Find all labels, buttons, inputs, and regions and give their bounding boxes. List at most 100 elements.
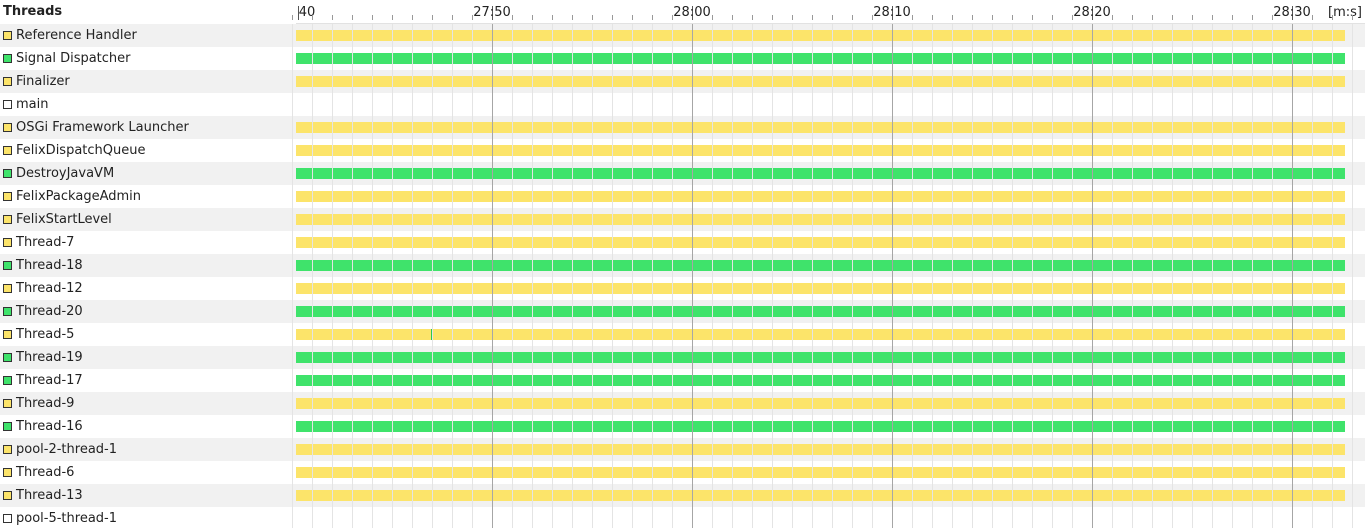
thread-state-bar[interactable] [296,467,1345,478]
thread-row[interactable]: Thread-16 [0,415,1365,438]
thread-row[interactable]: FelixPackageAdmin [0,185,1365,208]
thread-label[interactable]: Finalizer [0,70,296,93]
minor-grid-line [712,24,713,528]
axis-tick-label: 28:10 [873,5,911,20]
thread-label[interactable]: Thread-9 [0,392,296,415]
thread-label[interactable]: Signal Dispatcher [0,47,296,70]
threads-column-header[interactable]: Threads [3,4,63,19]
thread-row[interactable]: Thread-19 [0,346,1365,369]
thread-name: Thread-19 [16,350,83,365]
thread-row[interactable]: pool-5-thread-1 [0,507,1365,528]
thread-state-bar[interactable] [296,283,1345,294]
thread-state-bar[interactable] [296,375,1345,386]
thread-row[interactable]: Signal Dispatcher [0,47,1365,70]
major-grid-line [1092,24,1093,528]
thread-label[interactable]: Thread-6 [0,461,296,484]
thread-state-bar[interactable] [296,168,1345,179]
thread-state-bar[interactable] [296,214,1345,225]
thread-row[interactable]: Thread-13 [0,484,1365,507]
thread-state-icon [3,54,12,63]
thread-state-bar[interactable] [296,145,1345,156]
thread-state-bar[interactable] [296,398,1345,409]
thread-state-bar[interactable] [296,444,1345,455]
axis-tick [892,6,893,20]
thread-label[interactable]: Thread-18 [0,254,296,277]
thread-state-bar[interactable] [296,306,1345,317]
thread-label[interactable]: Reference Handler [0,24,296,47]
thread-state-bar[interactable] [296,53,1345,64]
thread-label[interactable]: Thread-7 [0,231,296,254]
thread-state-bar[interactable] [296,122,1345,133]
thread-state-bar[interactable] [296,30,1345,41]
thread-label[interactable]: Thread-17 [0,369,296,392]
minor-grid-line [652,24,653,528]
minor-grid-line [832,24,833,528]
timeline-area[interactable]: 40 [m:s] 27:50 28:00 28:10 28:20 28:30 [292,0,1365,528]
thread-label[interactable]: pool-2-thread-1 [0,438,296,461]
thread-label[interactable]: Thread-16 [0,415,296,438]
thread-row[interactable]: Thread-18 [0,254,1365,277]
thread-row[interactable]: Thread-17 [0,369,1365,392]
thread-label[interactable]: pool-5-thread-1 [0,507,296,528]
thread-row[interactable]: main [0,93,1365,116]
thread-state-icon [3,284,12,293]
thread-state-bar[interactable] [296,352,1345,363]
thread-label[interactable]: Thread-12 [0,277,296,300]
thread-row[interactable]: DestroyJavaVM [0,162,1365,185]
thread-row[interactable]: Thread-7 [0,231,1365,254]
thread-label[interactable]: Thread-19 [0,346,296,369]
thread-name: OSGi Framework Launcher [16,120,189,135]
thread-state-bar[interactable] [296,191,1345,202]
thread-state-icon [3,514,12,523]
minor-grid-line [1232,24,1233,528]
minor-grid-line [992,24,993,528]
thread-state-icon [3,77,12,86]
thread-state-bar[interactable] [296,329,1345,340]
minor-grid-line [732,24,733,528]
thread-label[interactable]: main [0,93,296,116]
thread-name: Thread-12 [16,281,83,296]
thread-row[interactable]: Thread-9 [0,392,1365,415]
thread-row[interactable]: FelixStartLevel [0,208,1365,231]
thread-row[interactable]: pool-2-thread-1 [0,438,1365,461]
thread-label[interactable]: FelixPackageAdmin [0,185,296,208]
minor-grid-line [972,24,973,528]
minor-grid-line [752,24,753,528]
thread-row[interactable]: Thread-20 [0,300,1365,323]
axis-tick [1232,15,1233,20]
thread-name: Reference Handler [16,28,137,43]
axis-tick [392,15,393,20]
axis-tick [298,6,299,20]
minor-grid-line [1032,24,1033,528]
thread-name: FelixPackageAdmin [16,189,141,204]
thread-row[interactable]: Thread-6 [0,461,1365,484]
thread-state-bar[interactable] [296,237,1345,248]
thread-state-bar[interactable] [296,260,1345,271]
axis-tick [832,15,833,20]
time-axis[interactable]: 40 [m:s] 27:50 28:00 28:10 28:20 28:30 [292,0,1365,24]
thread-label[interactable]: FelixStartLevel [0,208,296,231]
thread-row[interactable]: Reference Handler [0,24,1365,47]
axis-tick [472,15,473,20]
thread-row[interactable]: Thread-12 [0,277,1365,300]
thread-state-bar[interactable] [296,421,1345,432]
thread-label[interactable]: OSGi Framework Launcher [0,116,296,139]
thread-state-bar[interactable] [296,76,1345,87]
thread-state-bar[interactable] [296,490,1345,501]
thread-row[interactable]: OSGi Framework Launcher [0,116,1365,139]
thread-row[interactable]: Finalizer [0,70,1365,93]
axis-tick [1072,15,1073,20]
thread-state-icon [3,353,12,362]
thread-label[interactable]: Thread-5 [0,323,296,346]
thread-state-icon [3,376,12,385]
minor-grid-line [532,24,533,528]
thread-row[interactable]: Thread-5 [0,323,1365,346]
thread-name: Thread-20 [16,304,83,319]
thread-label[interactable]: FelixDispatchQueue [0,139,296,162]
thread-label[interactable]: Thread-13 [0,484,296,507]
thread-label[interactable]: DestroyJavaVM [0,162,296,185]
thread-name: Thread-17 [16,373,83,388]
thread-label[interactable]: Thread-20 [0,300,296,323]
axis-tick [732,15,733,20]
thread-row[interactable]: FelixDispatchQueue [0,139,1365,162]
